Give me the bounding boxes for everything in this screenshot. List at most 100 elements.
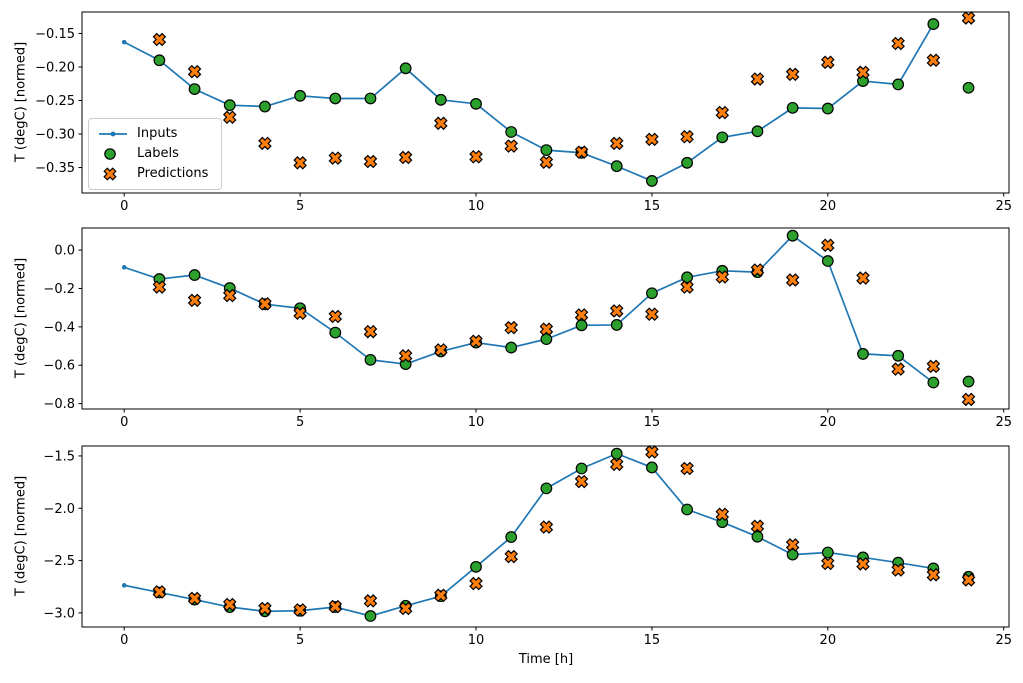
labels-point — [646, 175, 658, 187]
predictions-point — [680, 280, 694, 294]
subplot-3: 0 5 10 15 20 25 −1.5 −2.0 −2.5 −3.0 — [43, 445, 1012, 648]
x-tick-label: 5 — [296, 199, 304, 214]
predictions-point — [821, 55, 835, 70]
predictions-point — [152, 585, 167, 599]
inputs-point — [121, 583, 127, 588]
series-predictions — [152, 11, 976, 170]
x-tick-label: 0 — [120, 633, 128, 648]
labels-point — [188, 269, 201, 281]
x-tick-label: 20 — [820, 633, 837, 648]
predictions-point — [152, 32, 167, 47]
x-tick-label: 25 — [995, 415, 1012, 430]
subplot-2: 0 5 10 15 20 25 0.0 −0.2 −0.4 −0.6 −0.8 — [43, 227, 1012, 430]
labels-point — [646, 461, 658, 474]
labels-point — [610, 447, 623, 460]
labels-point — [610, 160, 623, 173]
labels-point — [294, 89, 307, 102]
labels-point — [610, 319, 623, 331]
predictions-point — [222, 597, 237, 612]
labels-point — [575, 319, 588, 332]
predictions-point — [926, 53, 941, 68]
x-tick-label: 10 — [468, 633, 485, 648]
labels-point — [399, 62, 412, 75]
labels-point — [470, 97, 482, 110]
labels-point — [505, 531, 518, 543]
labels-point — [434, 93, 447, 106]
x-tick-label: 0 — [120, 199, 128, 214]
labels-point — [927, 18, 940, 30]
labels-point — [821, 546, 834, 559]
y-axis-label-subplot-3: T (degC) [normed] — [13, 475, 29, 597]
predictions-point — [469, 150, 483, 164]
predictions-point — [821, 556, 835, 571]
predictions-point — [293, 603, 307, 617]
labels-point — [364, 92, 377, 105]
predictions-point — [469, 334, 483, 349]
y-tick-label: −2.5 — [43, 554, 75, 569]
y-axis-label-subplot-1: T (degC) [normed] — [13, 41, 29, 163]
x-tick-label: 15 — [644, 633, 661, 648]
predictions-point — [785, 538, 800, 552]
series-inputs — [121, 21, 936, 184]
labels-point — [786, 548, 799, 561]
legend-label-labels: Labels — [137, 146, 179, 161]
predictions-point — [187, 591, 202, 606]
predictions-point — [609, 304, 624, 318]
y-tick-label: −0.35 — [35, 161, 75, 176]
predictions-point — [715, 270, 730, 284]
y-tick-label: −1.5 — [43, 449, 75, 464]
series-inputs — [121, 233, 936, 385]
predictions-point — [258, 297, 272, 311]
labels-point — [786, 101, 799, 114]
predictions-point — [891, 36, 905, 51]
line-dot-icon — [99, 131, 127, 137]
labels-point — [786, 229, 799, 242]
x-tick-label: 25 — [995, 633, 1012, 648]
legend-item-predictions: Predictions — [97, 164, 213, 184]
predictions-point — [328, 309, 343, 324]
y-tick-label: −0.4 — [43, 320, 75, 335]
predictions-point — [750, 519, 765, 534]
predictions-point — [926, 568, 941, 582]
y-tick-label: 0.0 — [54, 244, 75, 259]
predictions-point — [750, 263, 765, 277]
labels-point — [364, 610, 377, 622]
predictions-point — [328, 599, 343, 614]
predictions-point — [609, 457, 624, 472]
inputs-line — [123, 234, 934, 384]
predictions-point — [645, 445, 659, 459]
labels-point — [646, 287, 658, 300]
predictions-point — [469, 576, 483, 591]
predictions-point — [398, 150, 413, 165]
y-tick-label: −0.30 — [35, 128, 75, 143]
x-tick-label: 10 — [468, 199, 485, 214]
x-tick-label: 5 — [296, 415, 304, 430]
predictions-point — [187, 64, 202, 79]
predictions-point — [715, 507, 730, 522]
series-labels — [153, 447, 975, 622]
predictions-point — [539, 520, 554, 534]
legend-item-labels: Labels — [97, 144, 213, 164]
predictions-point — [504, 139, 518, 153]
predictions-point — [574, 145, 589, 159]
predictions-point — [363, 324, 378, 339]
predictions-point — [645, 307, 659, 321]
x-tick-label: 5 — [296, 633, 304, 648]
labels-point — [751, 530, 764, 543]
labels-point — [540, 333, 553, 346]
predictions-point — [856, 271, 870, 285]
inputs-line — [123, 23, 935, 182]
labels-point — [540, 482, 553, 495]
predictions-point — [539, 155, 554, 169]
labels-point — [364, 353, 377, 366]
predictions-point — [293, 156, 307, 170]
predictions-point — [504, 549, 518, 564]
y-tick-label: −3.0 — [43, 606, 75, 621]
predictions-point — [434, 588, 448, 603]
predictions-point — [328, 151, 343, 165]
labels-point — [540, 144, 553, 156]
inputs-point — [121, 265, 127, 270]
labels-point — [716, 131, 729, 144]
x-tick-label: 10 — [468, 415, 485, 430]
